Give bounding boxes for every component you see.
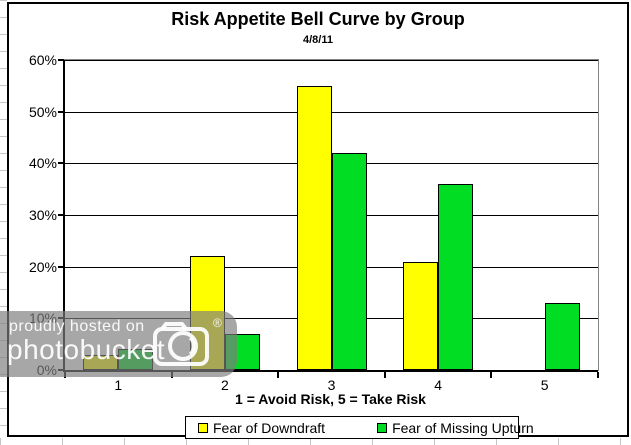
- y-axis-tick: [58, 110, 64, 113]
- watermark-text-line2: photobucket: [7, 334, 166, 365]
- x-tick-label: 2: [220, 377, 229, 393]
- x-tick-label: 3: [327, 377, 336, 393]
- bar-fear-of-missing-upturn-group-4: [438, 184, 474, 370]
- x-tick-label: 1: [114, 377, 123, 393]
- legend-label: Fear of Downdraft: [213, 419, 326, 436]
- x-axis-tick: [490, 372, 493, 378]
- watermark-text-line1: proudly hosted on: [9, 318, 145, 335]
- spreadsheet-left-sliver: [0, 0, 7, 445]
- y-tick-label: 50%: [28, 103, 57, 120]
- legend-swatch-green-icon: [377, 422, 388, 433]
- gridline: [65, 111, 598, 113]
- y-tick-label: 60%: [28, 52, 57, 68]
- registered-trademark-icon: ®: [213, 316, 222, 330]
- y-axis-tick: [58, 214, 64, 216]
- y-axis-tick: [58, 265, 64, 268]
- x-axis-title: 1 = Avoid Risk, 5 = Take Risk: [235, 391, 426, 407]
- spreadsheet-bottom-sliver: [0, 438, 631, 445]
- x-axis-line: [63, 370, 598, 372]
- bar-fear-of-downdraft-group-3: [296, 85, 332, 370]
- photobucket-watermark: proudly hosted on photobucket ®: [0, 311, 237, 377]
- y-tick-label: 30%: [28, 207, 57, 223]
- legend-item-fear-of-downdraft: Fear of Downdraft: [198, 420, 325, 436]
- y-axis-line: [63, 60, 65, 372]
- y-tick-label: 40%: [28, 155, 57, 172]
- bar-fear-of-missing-upturn-group-3: [331, 153, 367, 370]
- legend: Fear of Downdraft Fear of Missing Upturn: [185, 416, 534, 439]
- x-axis-tick: [597, 372, 599, 378]
- y-tick-label: 20%: [28, 258, 57, 275]
- chart-subtitle: 4/8/11: [303, 34, 333, 46]
- legend-item-fear-of-missing-upturn: Fear of Missing Upturn: [377, 420, 534, 436]
- gridline: [65, 60, 598, 61]
- legend-label: Fear of Missing Upturn: [392, 419, 534, 436]
- y-axis-tick: [58, 162, 64, 165]
- x-axis-tick: [383, 372, 386, 378]
- chart-title: Risk Appetite Bell Curve by Group: [171, 9, 465, 29]
- x-tick-label: 5: [540, 377, 549, 393]
- y-axis-tick: [58, 59, 64, 61]
- camera-icon: [152, 321, 210, 372]
- x-axis-tick: [277, 372, 280, 378]
- bar-fear-of-downdraft-group-4: [403, 261, 439, 370]
- bar-fear-of-missing-upturn-group-5: [544, 302, 580, 370]
- legend-swatch-yellow-icon: [198, 422, 208, 433]
- x-tick-label: 4: [434, 377, 442, 393]
